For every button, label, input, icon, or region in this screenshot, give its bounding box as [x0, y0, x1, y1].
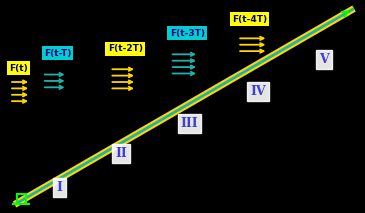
Text: I: I	[57, 181, 62, 194]
Text: III: III	[181, 117, 198, 130]
Text: F(t-3T): F(t-3T)	[170, 29, 205, 37]
Text: IV: IV	[250, 85, 266, 98]
Text: F(t-T): F(t-T)	[44, 49, 71, 58]
Text: II: II	[115, 147, 127, 160]
Text: F(t-2T): F(t-2T)	[108, 45, 143, 53]
Text: F(t): F(t)	[9, 64, 28, 73]
Text: V: V	[319, 53, 329, 66]
Text: F(t-4T): F(t-4T)	[232, 15, 267, 24]
